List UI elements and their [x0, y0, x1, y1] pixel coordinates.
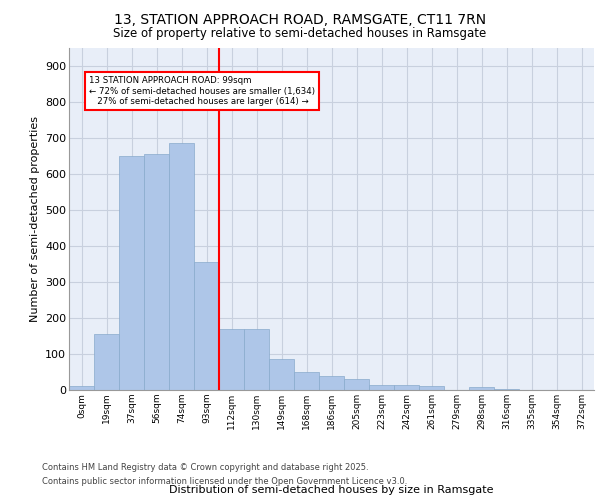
Text: Contains HM Land Registry data © Crown copyright and database right 2025.: Contains HM Land Registry data © Crown c…	[42, 464, 368, 472]
Text: 13 STATION APPROACH ROAD: 99sqm
← 72% of semi-detached houses are smaller (1,634: 13 STATION APPROACH ROAD: 99sqm ← 72% of…	[89, 76, 315, 106]
Bar	[69, 386, 94, 390]
Bar	[119, 156, 144, 390]
Bar	[294, 372, 319, 390]
Bar	[144, 154, 169, 390]
Bar	[419, 386, 444, 390]
Bar	[369, 386, 394, 390]
Bar	[394, 386, 419, 390]
Bar	[219, 328, 244, 390]
Bar	[319, 376, 344, 390]
Bar	[469, 387, 494, 390]
Bar	[194, 262, 219, 390]
Text: Size of property relative to semi-detached houses in Ramsgate: Size of property relative to semi-detach…	[113, 28, 487, 40]
Text: 13, STATION APPROACH ROAD, RAMSGATE, CT11 7RN: 13, STATION APPROACH ROAD, RAMSGATE, CT1…	[114, 12, 486, 26]
Text: Contains public sector information licensed under the Open Government Licence v3: Contains public sector information licen…	[42, 477, 407, 486]
X-axis label: Distribution of semi-detached houses by size in Ramsgate: Distribution of semi-detached houses by …	[169, 484, 494, 494]
Bar	[169, 143, 194, 390]
Bar	[244, 328, 269, 390]
Bar	[344, 379, 369, 390]
Bar	[94, 334, 119, 390]
Y-axis label: Number of semi-detached properties: Number of semi-detached properties	[29, 116, 40, 322]
Bar	[269, 360, 294, 390]
